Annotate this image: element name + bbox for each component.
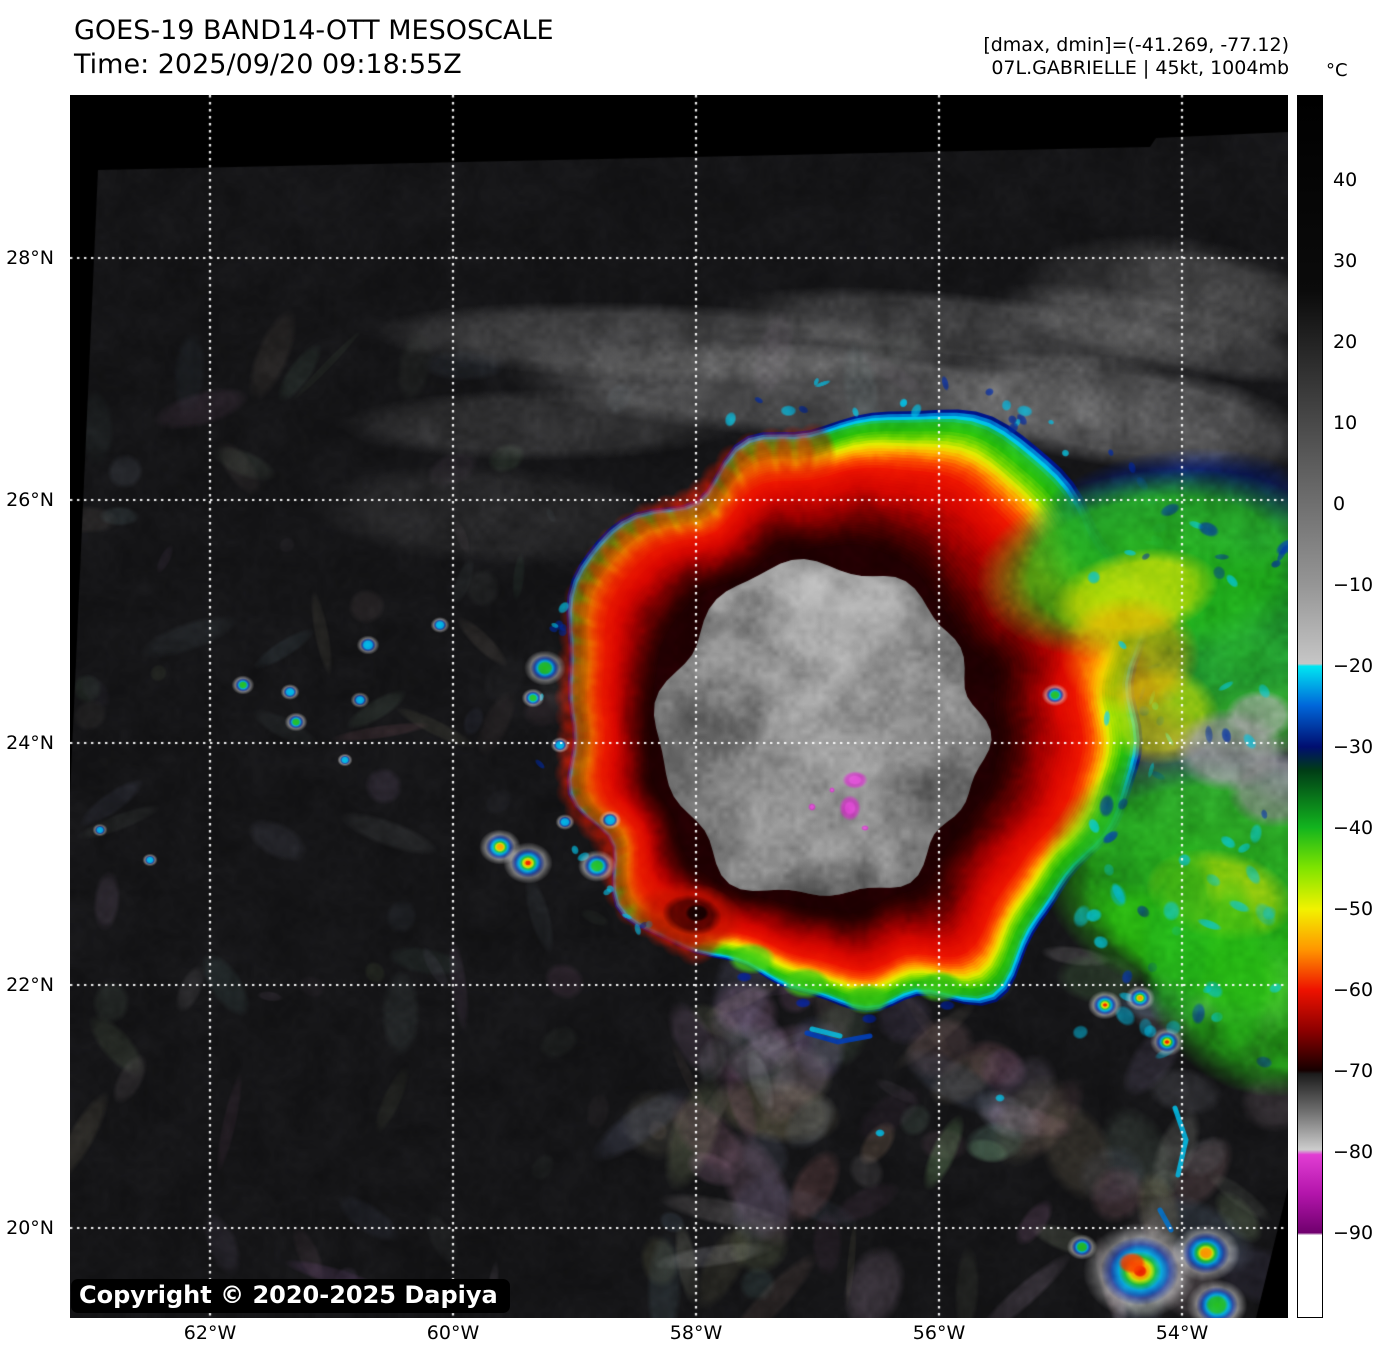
lat-axis-label: 22°N [6, 974, 54, 996]
colorbar-tick-label: −50 [1333, 898, 1374, 920]
colorbar-tick-label: 20 [1333, 331, 1358, 353]
lon-axis-label: 60°W [426, 1322, 480, 1344]
storm-info-annotation: 07L.GABRIELLE | 45kt, 1004mb [991, 57, 1289, 79]
colorbar-tick-label: −90 [1333, 1222, 1374, 1244]
lon-axis-label: 56°W [912, 1322, 966, 1344]
colorbar-tick-label: 0 [1333, 493, 1346, 515]
lon-axis-label: 62°W [183, 1322, 237, 1344]
satellite-image [70, 95, 1288, 1318]
colorbar-tick-label: −20 [1333, 655, 1374, 677]
lat-axis-label: 26°N [6, 489, 54, 511]
latitude-axis: 28°N 26°N 24°N 22°N 20°N [0, 0, 62, 1359]
colorbar-tick-label: −30 [1333, 736, 1374, 758]
lat-axis-label: 20°N [6, 1217, 54, 1239]
satellite-map-plot [70, 95, 1288, 1318]
colorbar-tick-label: −70 [1333, 1060, 1374, 1082]
colorbar-tick-label: −60 [1333, 979, 1374, 1001]
lat-axis-label: 24°N [6, 732, 54, 754]
colorbar [1297, 95, 1323, 1318]
lon-axis-label: 54°W [1155, 1322, 1209, 1344]
longitude-axis: 62°W 60°W 58°W 56°W 54°W [0, 1322, 1390, 1352]
colorbar-unit-label: °C [1326, 60, 1348, 81]
lon-axis-label: 58°W [669, 1322, 723, 1344]
annotation-block: [dmax, dmin]=(-41.269, -77.12) 07L.GABRI… [983, 34, 1289, 80]
copyright-badge: Copyright © 2020-2025 Dapiya [71, 1279, 510, 1313]
colorbar-tick-label: −40 [1333, 817, 1374, 839]
colorbar-tick-label: −10 [1333, 574, 1374, 596]
lat-axis-label: 28°N [6, 247, 54, 269]
colorbar-tick-label: −80 [1333, 1141, 1374, 1163]
colorbar-tick-label: 30 [1333, 250, 1358, 272]
colorbar-tick-label: 40 [1333, 169, 1358, 191]
colorbar-ticks: 40 30 20 10 0 −10 −20 −30 −40 −50 −60 −70 −80 −90 [1333, 95, 1388, 1318]
title-block: GOES-19 BAND14-OTT MESOSCALE Time: 2025/… [74, 14, 554, 82]
map-title: GOES-19 BAND14-OTT MESOSCALE [74, 15, 554, 46]
timestamp: Time: 2025/09/20 09:18:55Z [74, 49, 462, 80]
colorbar-tick-label: 10 [1333, 412, 1358, 434]
dmax-dmin-annotation: [dmax, dmin]=(-41.269, -77.12) [983, 34, 1289, 56]
